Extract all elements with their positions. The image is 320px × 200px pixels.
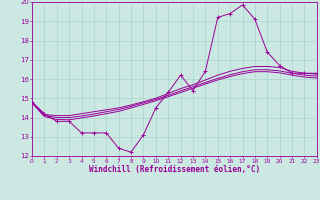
- X-axis label: Windchill (Refroidissement éolien,°C): Windchill (Refroidissement éolien,°C): [89, 165, 260, 174]
